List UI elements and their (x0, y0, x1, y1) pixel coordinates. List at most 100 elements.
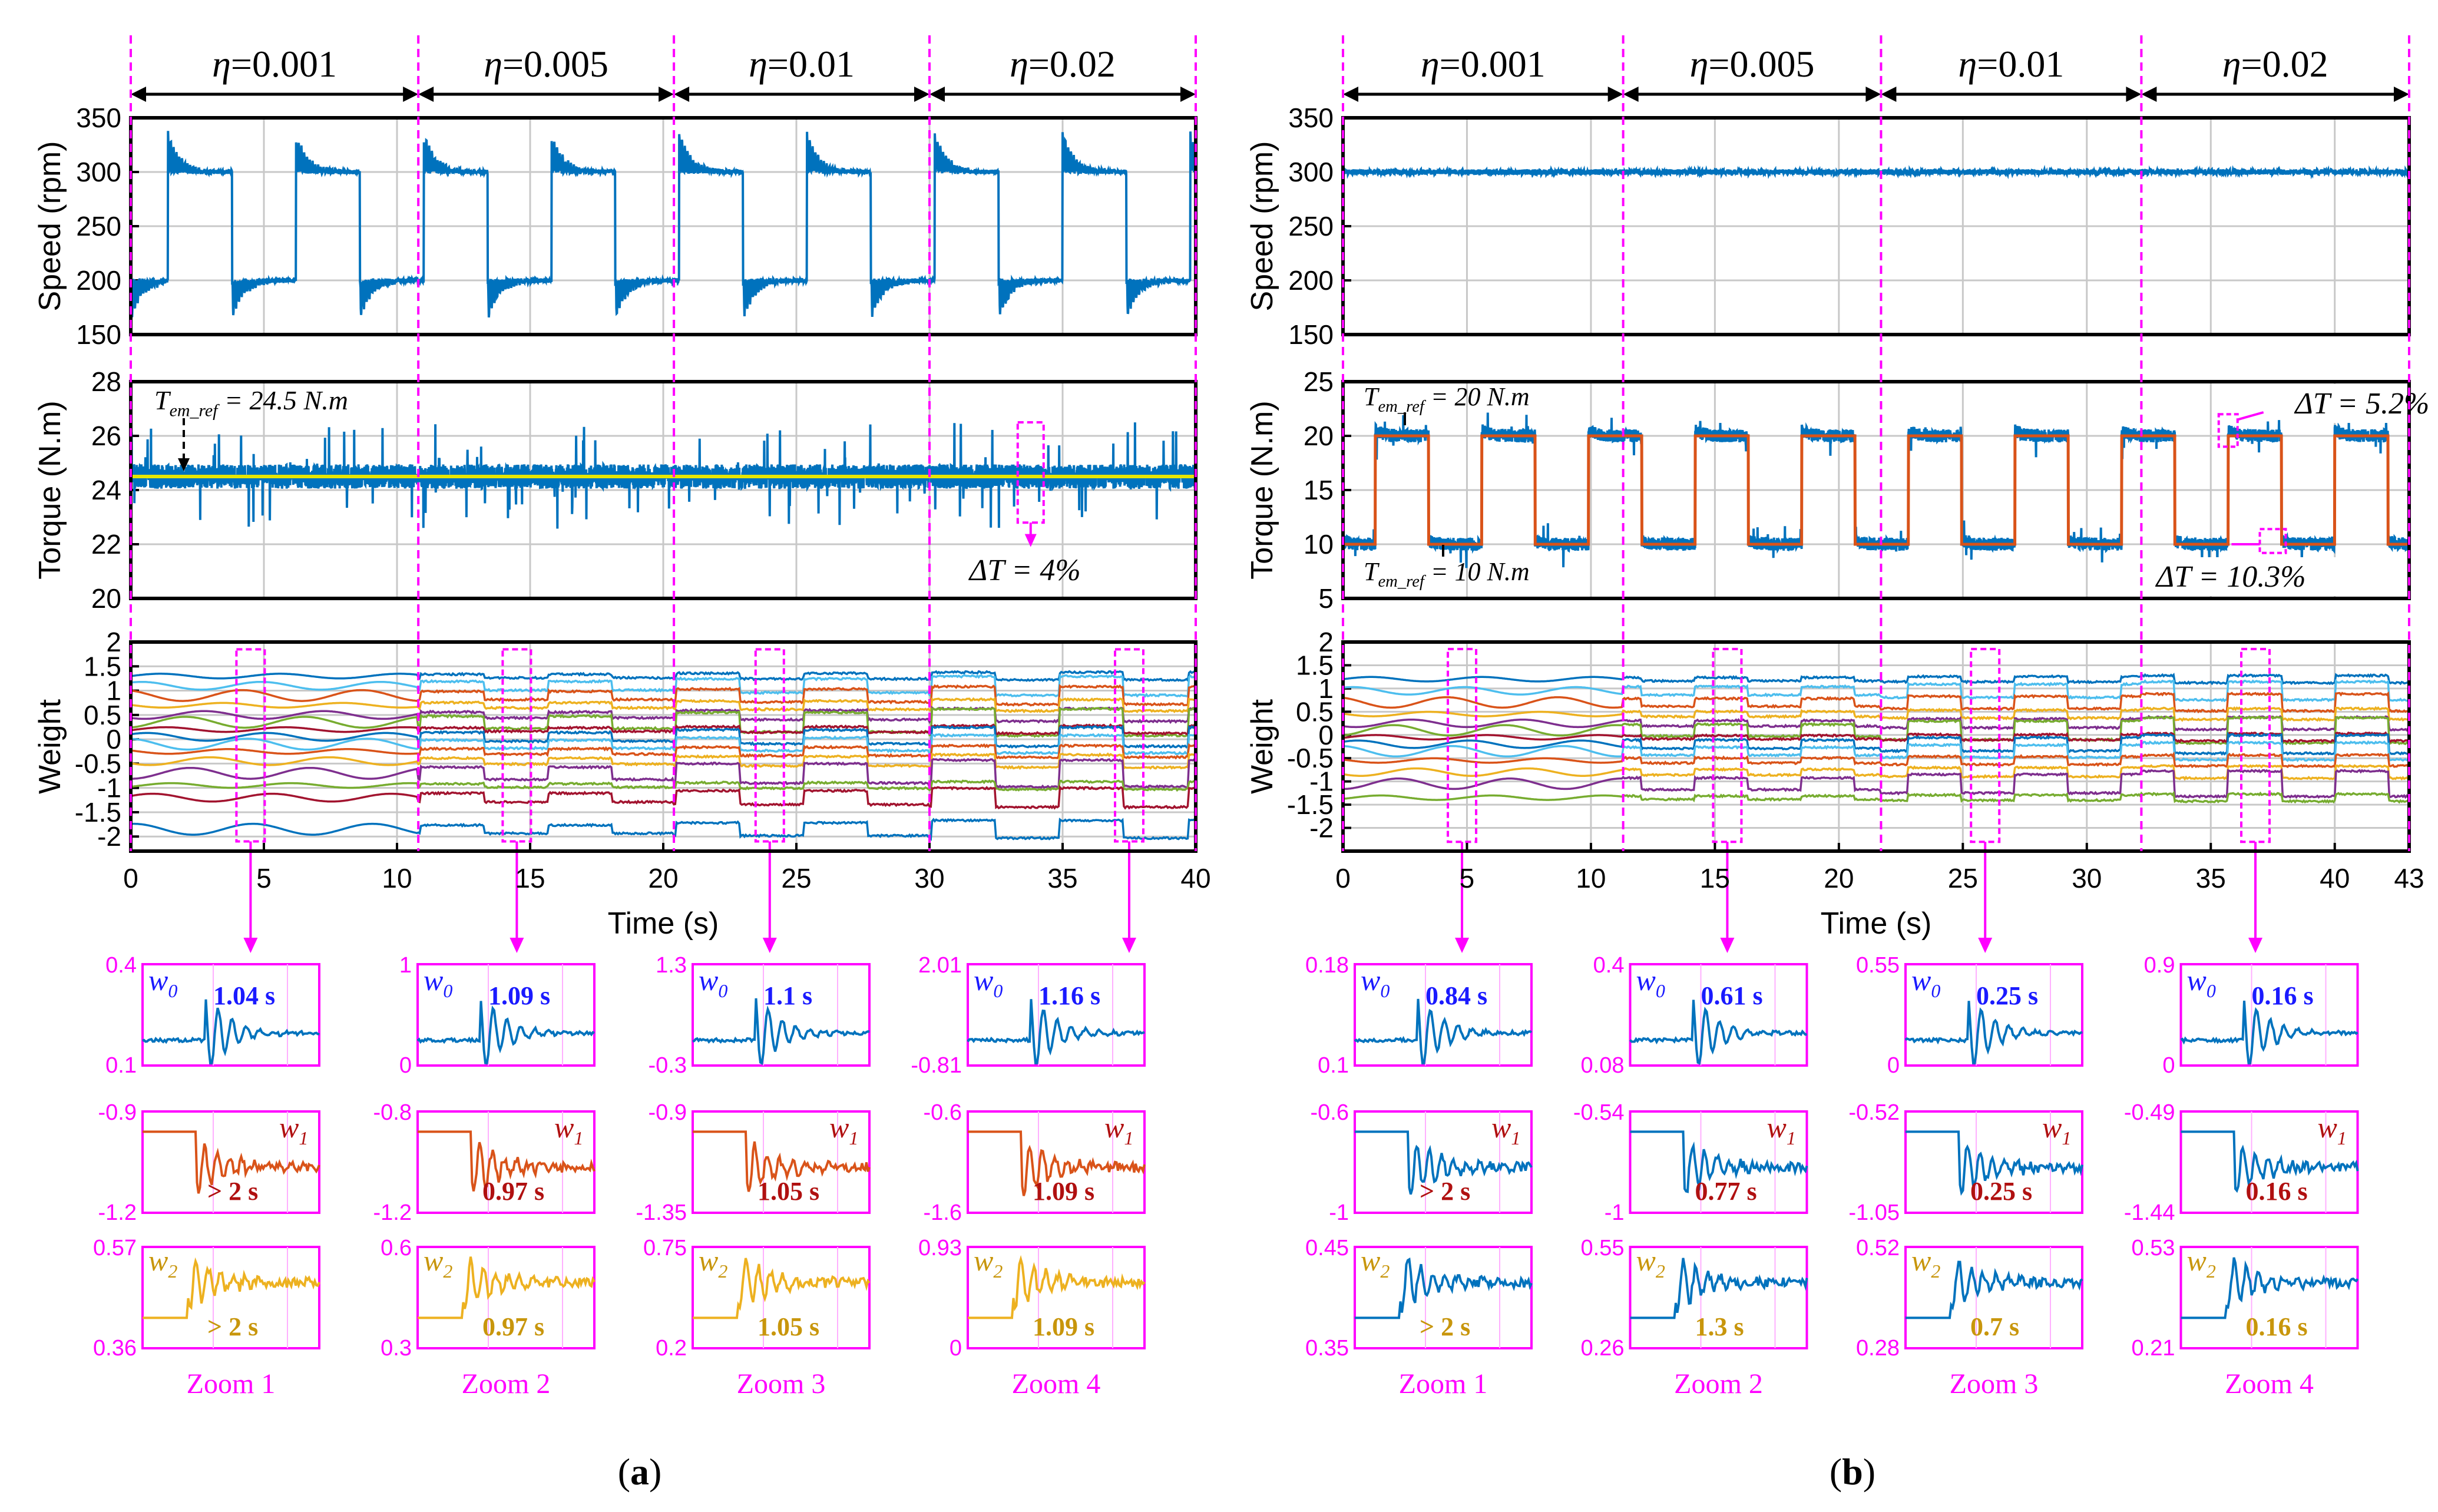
x-tick-label: 0 (123, 863, 138, 894)
y-tick-label: 0.5 (84, 700, 121, 730)
zoom-w1-time: 1.05 s (757, 1177, 819, 1206)
ripple-arrow (2237, 411, 2264, 421)
zoom-w0-name: w0 (2187, 964, 2216, 1001)
zoom-window-box (235, 648, 266, 843)
zoom-connector-head (243, 938, 258, 953)
zoom-window-box (2240, 647, 2271, 843)
zoom-w2-curve (1630, 1258, 1808, 1319)
zoom-w1-frame (2179, 1110, 2359, 1214)
y-tick-label: 200 (1288, 265, 1334, 296)
zoom-w1-name: w1 (1104, 1111, 1133, 1149)
y-tick-label: 5 (1318, 583, 1334, 614)
zoom-ylim-bottom: 0.28 (1856, 1336, 1900, 1361)
y-tick-label: 24 (91, 475, 121, 505)
zoom-w0-time: 1.16 s (1038, 981, 1100, 1010)
zoom-w1-time: 1.09 s (1033, 1177, 1094, 1206)
zoom-ylim-top: 2.01 (918, 953, 962, 978)
weight-series-line (1343, 767, 2410, 799)
zoom-w1-frame (1354, 1110, 1533, 1214)
y-tick-label: 2 (106, 627, 121, 657)
y-tick-label: 15 (1304, 475, 1334, 505)
panel-b: η=0.001 η=0.005 η=0.01 η=0.0215020025030035… (1245, 35, 2438, 1493)
zoom-w0-time: 0.61 s (1701, 981, 1763, 1010)
weight-series-line (130, 684, 1197, 707)
zoom-w0-time: 0.25 s (1976, 981, 2038, 1010)
weight-series-line (1342, 706, 2410, 723)
zoom-w2-curve (2181, 1257, 2359, 1319)
zoom-w0-name: w0 (1911, 964, 1940, 1001)
segment-arrow-head-right (403, 87, 419, 102)
y-tick-label: 0 (106, 724, 121, 755)
zoom-w1-frame (967, 1110, 1146, 1214)
zoom-window-box (1712, 647, 1743, 843)
zoom-ylim-top: 0.55 (1581, 1236, 1625, 1260)
y-tick-label: 0.5 (1296, 696, 1334, 727)
x-tick-label: 0 (1335, 863, 1351, 894)
zoom-connector-head (1978, 938, 1993, 953)
zoom-w1-time: > 2 s (207, 1177, 258, 1206)
zoom-label: Zoom 4 (1012, 1368, 1101, 1399)
torque-reference-low-label: Tem_ref = 10 N.m (1364, 557, 1530, 591)
zoom-label: Zoom 1 (1399, 1368, 1488, 1399)
y-tick-label: 0 (1318, 720, 1334, 750)
x-tick-label: 10 (1576, 863, 1606, 894)
zoom-ylim-top: 0.52 (1856, 1236, 1900, 1260)
zoom-w2-frame (1629, 1246, 1808, 1349)
ripple-arrow-head (1024, 534, 1037, 547)
zoom-window-box (1447, 647, 1478, 843)
y-tick-label: 1 (1318, 673, 1334, 704)
zoom-w0-time: 1.09 s (488, 981, 550, 1010)
zoom-w0-time: 0.16 s (2252, 981, 2314, 1010)
zoom-w0-frame (1354, 963, 1533, 1067)
y-tick-label: 250 (1288, 211, 1334, 241)
y-tick-label: -1.5 (1287, 789, 1334, 820)
zoom-w2-time: 1.05 s (757, 1312, 819, 1341)
y-tick-label: 10 (1304, 529, 1334, 560)
zoom-w0-name: w0 (699, 964, 727, 1001)
zoom-ylim-bottom: -1.44 (2124, 1200, 2175, 1225)
zoom-window-box (501, 648, 532, 843)
zoom-w0-name: w0 (974, 964, 1003, 1001)
y-axis-label: Speed (rpm) (33, 141, 67, 312)
weight-series-line (130, 743, 1196, 760)
zoom-ylim-top: 0.93 (918, 1236, 962, 1260)
zoom-ylim-bottom: 0.36 (93, 1336, 137, 1361)
segment-arrow-head-left (131, 87, 146, 102)
zoom-w2-time: 0.7 s (1970, 1312, 2019, 1341)
zoom-w0-frame (967, 963, 1146, 1067)
zoom-w2-frame (2179, 1246, 2359, 1349)
y-tick-label: 200 (76, 265, 121, 296)
weight-series-line (1342, 673, 2410, 686)
zoom-w0-frame (141, 963, 320, 1067)
zoom-w0-curve (1904, 1001, 2083, 1064)
torque-reference-high-label: Tem_ref = 20 N.m (1364, 382, 1530, 416)
segment-arrow-head-right (2126, 87, 2142, 102)
zoom-ylim-top: -0.9 (98, 1100, 137, 1125)
zoom-connector-head (1122, 938, 1136, 953)
speed-series-line (1342, 164, 2410, 180)
ripple-label: ΔT = 4% (968, 554, 1081, 587)
x-tick-label: 40 (1180, 863, 1210, 894)
zoom-ylim-bottom: 0.3 (381, 1336, 412, 1361)
segment-label: η=0.001 (212, 43, 337, 85)
weight-series-line (130, 779, 1197, 792)
zoom-w0-name: w0 (148, 964, 177, 1001)
y-tick-label: -2 (97, 821, 121, 852)
zoom-w2-time: > 2 s (207, 1312, 258, 1341)
ripple-high-label: ΔT = 5.2% (2294, 387, 2429, 421)
x-tick-label: 25 (781, 863, 811, 894)
weight-series-line (130, 733, 1197, 756)
zoom-w1-frame (141, 1110, 320, 1214)
zoom-w1-curve (143, 1130, 320, 1194)
zoom-ylim-top: -0.6 (924, 1100, 962, 1125)
zoom-w2-frame (1904, 1246, 2083, 1349)
x-tick-label: 15 (1700, 863, 1730, 894)
weight-series-line (1342, 790, 2410, 804)
y-tick-label: -1 (1309, 766, 1334, 797)
zoom-w1-name: w1 (279, 1111, 308, 1149)
segment-arrow-head-left (929, 87, 945, 102)
y-tick-label: 150 (1288, 319, 1334, 350)
y-tick-label: 300 (1288, 157, 1334, 187)
segment-arrow-head-left (674, 87, 690, 102)
zoom-w0-name: w0 (1636, 964, 1665, 1001)
